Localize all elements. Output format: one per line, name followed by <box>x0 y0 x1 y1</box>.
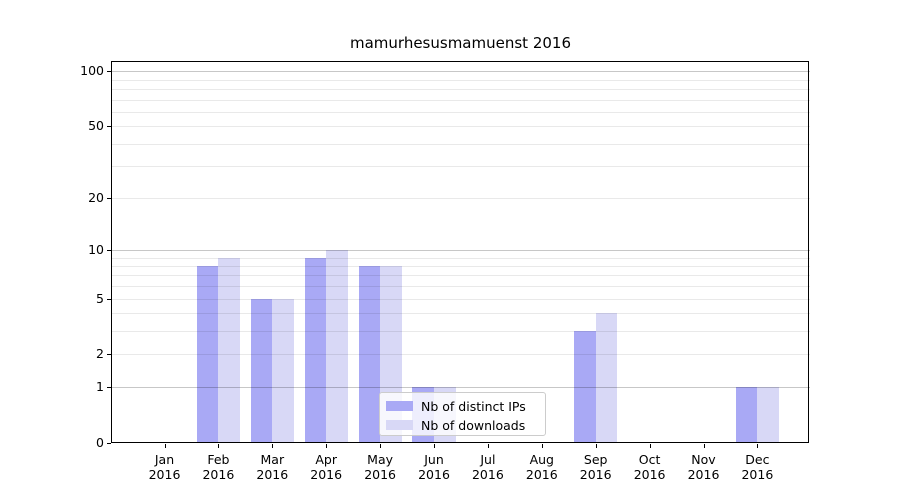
bar-downloads-apr <box>326 249 348 443</box>
y-tick-label: 100 <box>80 63 104 79</box>
gridline-minor <box>111 143 810 145</box>
x-tick-mark <box>757 443 759 448</box>
bar-distinct-ips-feb <box>196 265 219 443</box>
gridline-minor <box>111 99 810 101</box>
y-tick-mark <box>107 71 111 73</box>
x-tick-label-apr: Apr 2016 <box>286 452 366 482</box>
gridline-minor <box>111 79 810 81</box>
x-tick-year: 2016 <box>741 467 774 482</box>
legend-item-distinct-ips: Nb of distinct IPs <box>386 398 538 414</box>
x-tick-label-feb: Feb 2016 <box>178 452 258 482</box>
gridline-minor <box>111 166 810 168</box>
y-tick-mark <box>107 354 111 356</box>
gridline-minor <box>111 275 810 277</box>
x-tick-mark <box>380 443 382 448</box>
y-tick-label: 10 <box>88 241 104 257</box>
x-tick-mark <box>595 443 597 448</box>
x-tick-mark <box>272 443 274 448</box>
gridline-minor <box>111 354 810 356</box>
y-tick-label: 5 <box>96 290 104 306</box>
bar-downloads-sep <box>595 313 618 443</box>
y-tick-label: 1 <box>96 379 104 395</box>
y-tick-mark <box>107 197 111 199</box>
y-tick-mark <box>107 126 111 128</box>
chart-title: mamurhesusmamuenst 2016 <box>350 34 571 52</box>
gridline-minor <box>111 265 810 267</box>
x-tick-label-dec: Dec 2016 <box>717 452 797 482</box>
x-tick-year: 2016 <box>310 467 343 482</box>
x-tick-year: 2016 <box>687 467 720 482</box>
gridline-minor <box>111 126 810 128</box>
x-tick-year: 2016 <box>148 467 181 482</box>
gridline-minor <box>111 88 810 90</box>
x-tick-mark <box>164 443 166 448</box>
legend: Nb of distinct IPs Nb of downloads <box>379 392 546 436</box>
bar-distinct-ips-may <box>358 265 381 443</box>
x-tick-year: 2016 <box>418 467 450 482</box>
x-tick-label-nov: Nov 2016 <box>664 452 744 482</box>
x-tick-mark <box>703 443 705 448</box>
y-tick-label: 20 <box>88 189 104 205</box>
y-tick-label: 50 <box>88 118 104 134</box>
x-tick-label-mar: Mar 2016 <box>232 452 312 482</box>
x-tick-year: 2016 <box>525 467 558 482</box>
x-tick-year: 2016 <box>633 467 666 482</box>
y-tick-mark <box>107 443 111 444</box>
x-tick-label-sep: Sep 2016 <box>556 452 636 482</box>
x-tick-year: 2016 <box>256 467 289 482</box>
x-tick-mark <box>434 443 435 448</box>
gridline-major <box>111 387 810 389</box>
gridline-minor <box>111 286 810 288</box>
x-tick-mark <box>218 443 220 448</box>
x-tick-year: 2016 <box>202 467 235 482</box>
y-tick-label: 0 <box>96 435 104 450</box>
legend-swatch-distinct-ips <box>386 400 413 412</box>
x-tick-mark <box>541 443 543 448</box>
legend-item-downloads: Nb of downloads <box>386 417 538 433</box>
x-tick-label-jan: Jan 2016 <box>125 452 205 482</box>
bar-distinct-ips-apr <box>304 257 327 443</box>
bar-distinct-ips-mar <box>250 298 273 443</box>
legend-label-distinct-ips: Nb of distinct IPs <box>421 398 526 414</box>
legend-label-downloads: Nb of downloads <box>421 417 526 433</box>
x-tick-label-aug: Aug 2016 <box>502 452 582 482</box>
x-tick-label-jul: Jul 2016 <box>448 452 528 482</box>
x-tick-mark <box>326 443 328 448</box>
gridline-minor <box>111 331 810 333</box>
x-tick-label-oct: Oct 2016 <box>610 452 690 482</box>
gridline-major <box>111 71 810 73</box>
y-tick-mark <box>107 249 111 251</box>
bar-distinct-ips-dec <box>735 387 758 443</box>
gridline-minor <box>111 257 810 259</box>
y-tick-mark <box>107 298 111 300</box>
x-tick-year: 2016 <box>364 467 396 482</box>
bar-downloads-mar <box>272 298 294 443</box>
bar-downloads-feb <box>218 257 240 443</box>
gridline-major <box>111 249 810 251</box>
gridline-minor <box>111 298 810 300</box>
x-tick-label-may: May 2016 <box>340 452 420 482</box>
y-tick-mark <box>107 387 111 389</box>
x-tick-mark <box>487 443 489 448</box>
gridline-minor <box>111 197 810 199</box>
gridline-minor <box>111 313 810 315</box>
bar-downloads-dec <box>757 387 779 443</box>
x-tick-year: 2016 <box>471 467 504 482</box>
bar-distinct-ips-sep <box>574 331 596 443</box>
x-tick-label-jun: Jun 2016 <box>394 452 474 482</box>
x-tick-mark <box>649 443 651 448</box>
x-tick-year: 2016 <box>579 467 612 482</box>
gridline-minor <box>111 111 810 113</box>
legend-swatch-downloads <box>386 419 413 431</box>
y-tick-label: 2 <box>96 346 104 362</box>
